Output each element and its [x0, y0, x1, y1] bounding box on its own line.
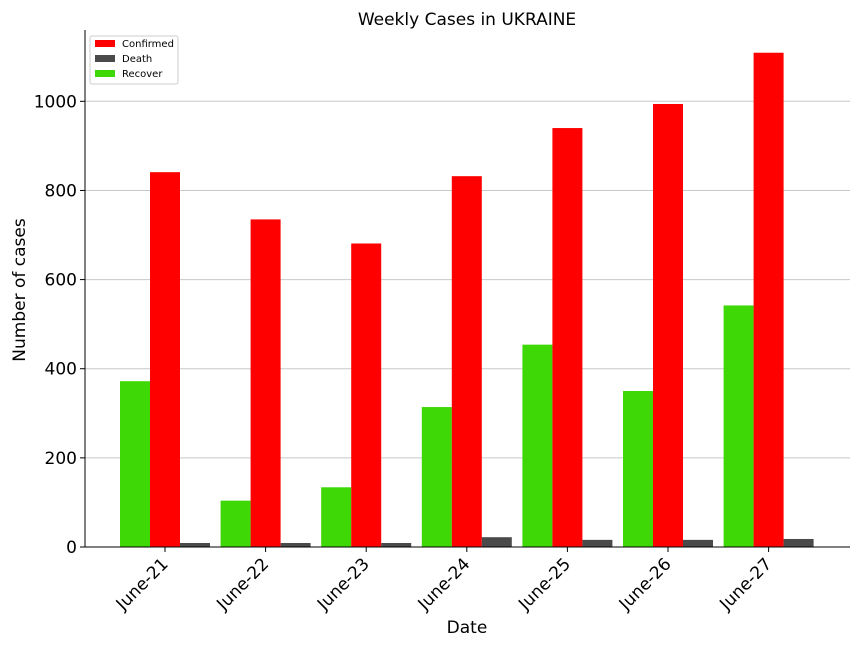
- chart-title: Weekly Cases in UKRAINE: [358, 10, 576, 30]
- legend-label-death: Death: [122, 54, 152, 65]
- legend-swatch-recover: [95, 70, 115, 77]
- y-tick-label: 800: [45, 181, 77, 201]
- x-tick-label: June-25: [514, 554, 575, 615]
- x-tick-label: June-27: [715, 554, 776, 615]
- bar-recover-june-27: [723, 305, 754, 547]
- bar-recover-june-22: [220, 500, 251, 547]
- y-tick-label: 0: [66, 538, 77, 558]
- y-tick-label: 200: [45, 449, 77, 469]
- x-axis-title: Date: [447, 618, 488, 638]
- bar-recover-june-23: [321, 487, 352, 547]
- bar-death-june-27: [783, 538, 814, 547]
- x-tick-label: June-26: [615, 554, 676, 615]
- legend-swatch-confirmed: [95, 40, 115, 47]
- bar-recover-june-21: [120, 381, 150, 547]
- bar-death-june-25: [582, 539, 613, 547]
- bars: [120, 52, 814, 548]
- y-tick-label: 600: [45, 271, 77, 291]
- legend-label-confirmed: Confirmed: [122, 39, 174, 50]
- legend: Confirmed Death Recover: [89, 35, 179, 85]
- bar-death-june-23: [381, 542, 412, 547]
- x-tick-label: June-23: [313, 554, 374, 615]
- bar-recover-june-25: [522, 344, 553, 547]
- y-axis-title: Number of cases: [10, 218, 30, 362]
- y-tick-label: 400: [45, 360, 77, 380]
- legend-swatch-death: [95, 55, 115, 62]
- bar-confirmed-june-22: [250, 219, 281, 548]
- bar-confirmed-june-21: [150, 172, 180, 548]
- x-ticks: June-21 June-22 June-23 June-24 June-25 June-…: [112, 547, 776, 615]
- x-tick-label: June-21: [112, 554, 173, 615]
- y-ticks: 0 200 400 600 800 1000: [34, 92, 85, 558]
- y-tick-label: 1000: [34, 92, 77, 112]
- bar-recover-june-26: [623, 391, 653, 547]
- bar-confirmed-june-25: [552, 128, 583, 547]
- axes: [84, 30, 850, 548]
- bar-death-june-22: [280, 542, 311, 547]
- x-tick-label: June-22: [212, 554, 273, 615]
- legend-label-recover: Recover: [122, 69, 163, 80]
- bar-death-june-21: [180, 542, 210, 547]
- bar-confirmed-june-26: [653, 103, 683, 547]
- bar-confirmed-june-24: [451, 176, 482, 547]
- bar-death-june-24: [481, 537, 512, 547]
- x-tick-label: June-24: [414, 554, 475, 615]
- bar-confirmed-june-23: [351, 243, 382, 547]
- bar-recover-june-24: [421, 407, 452, 547]
- bar-confirmed-june-27: [753, 52, 784, 548]
- bar-death-june-26: [683, 539, 713, 547]
